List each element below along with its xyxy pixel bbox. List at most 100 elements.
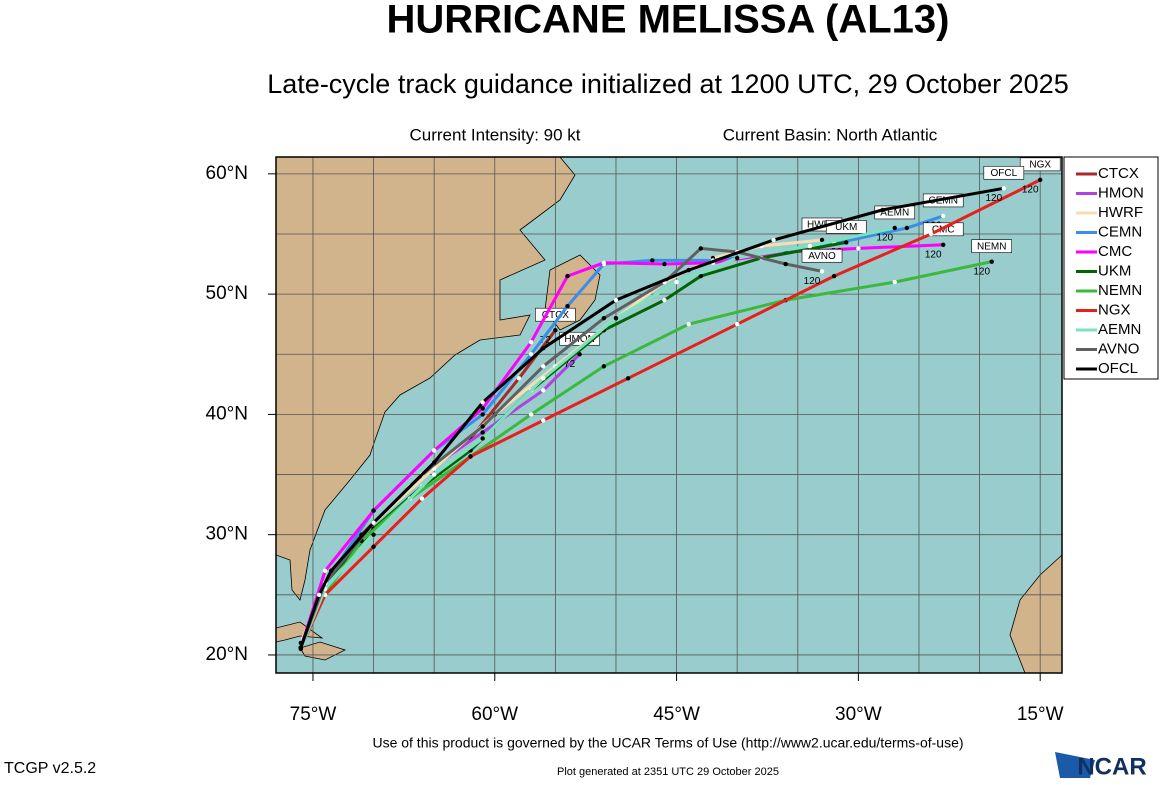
track-point xyxy=(431,448,437,453)
track-point xyxy=(468,454,473,459)
track-point xyxy=(601,315,607,321)
track-label: OFCL xyxy=(983,165,1025,180)
version: TCGP v2.5.2 xyxy=(4,760,96,777)
frame xyxy=(275,156,1063,674)
legend-label: CTCX xyxy=(1098,165,1139,182)
track-point xyxy=(541,364,546,369)
track-point xyxy=(316,592,322,598)
track-label-text: UKM xyxy=(835,222,857,233)
track-point xyxy=(480,436,485,441)
x-tick-label: 30°W xyxy=(835,704,882,725)
cuba xyxy=(276,621,324,643)
track-point xyxy=(819,269,825,274)
hour-label: 72 xyxy=(540,335,552,346)
track-point xyxy=(734,321,740,327)
track-point xyxy=(698,273,704,279)
hour-label: 120 xyxy=(973,266,990,277)
track-point xyxy=(650,258,655,263)
track-point xyxy=(431,472,437,477)
hour-label: 120 xyxy=(804,276,821,287)
track-label-box xyxy=(971,239,1013,253)
legend-label: CMC xyxy=(1098,243,1132,260)
track-point xyxy=(1037,177,1043,183)
x-tick-label: 15°W xyxy=(1017,704,1064,725)
track-point xyxy=(928,231,934,237)
track-point xyxy=(989,259,994,264)
legend-label: AVNO xyxy=(1098,340,1139,357)
track-point xyxy=(480,424,485,429)
track-label: NGX xyxy=(1019,157,1061,172)
north-america xyxy=(276,157,576,601)
track-point xyxy=(856,246,861,251)
terms: Use of this product is governed by the U… xyxy=(372,735,963,751)
track-point xyxy=(565,273,570,279)
generated: Plot generated at 2351 UTC 29 October 20… xyxy=(557,766,779,778)
track-point xyxy=(371,508,376,513)
hour-label: 120 xyxy=(876,233,893,244)
title: HURRICANE MELISSA (AL13) xyxy=(387,0,950,42)
track-point xyxy=(541,346,546,351)
track-label-box xyxy=(983,165,1025,180)
legend-label: CEMN xyxy=(1098,223,1142,240)
track-point xyxy=(601,364,607,369)
track-point xyxy=(601,260,607,266)
track-label-text: AVNO xyxy=(808,251,836,262)
track-point xyxy=(577,352,582,357)
track-point xyxy=(807,243,813,249)
track-label-text: CTCX xyxy=(542,310,570,321)
y-tick-label: 50°N xyxy=(206,283,248,304)
legend-label: HWRF xyxy=(1098,204,1143,221)
x-tick-label: 45°W xyxy=(653,704,700,725)
ncar-logo: NCAR xyxy=(1055,752,1147,780)
track-point xyxy=(686,321,691,327)
track-point xyxy=(516,376,522,381)
y-tick-label: 20°N xyxy=(206,644,248,665)
hour-label: 120 xyxy=(925,249,942,260)
track-point xyxy=(771,237,776,243)
track-point xyxy=(662,297,667,303)
track-point xyxy=(613,315,619,321)
track-point xyxy=(698,246,704,251)
track-label-text: CEMN xyxy=(928,196,957,207)
basin: Current Basin: North Atlantic xyxy=(723,125,938,144)
legend-label: OFCL xyxy=(1098,360,1138,377)
track-label: CTCX xyxy=(535,307,576,322)
track-point xyxy=(328,568,334,573)
track-point xyxy=(880,207,885,213)
track-point xyxy=(541,418,546,423)
track-point xyxy=(480,430,485,435)
x-tick-label: 60°W xyxy=(471,704,518,725)
logo-mark xyxy=(1055,752,1095,778)
track-point xyxy=(480,406,485,411)
track-point xyxy=(419,496,425,501)
track-point xyxy=(298,645,304,650)
track-label-box xyxy=(801,248,843,263)
track-point xyxy=(831,273,837,279)
track-point xyxy=(904,225,910,231)
track-point xyxy=(783,261,788,267)
track-point xyxy=(613,297,619,303)
track-point xyxy=(480,400,485,405)
track-label-text: AEMN xyxy=(880,208,909,219)
track-point xyxy=(892,279,897,285)
intensity: Current Intensity: 90 kt xyxy=(409,125,580,144)
track-point xyxy=(819,237,825,243)
track-label-box xyxy=(1019,157,1061,172)
track-point xyxy=(625,376,631,381)
track-point xyxy=(734,255,740,261)
track-label-text: NGX xyxy=(1029,159,1051,170)
track-point xyxy=(541,376,546,381)
track-label: NEMN xyxy=(971,239,1013,253)
track-label-text: NEMN xyxy=(977,241,1006,252)
legend-label: UKM xyxy=(1098,262,1131,279)
track-label-text: OFCL xyxy=(990,168,1017,179)
track-point xyxy=(1001,186,1007,191)
track-point xyxy=(565,303,570,309)
track-label-text: HMON xyxy=(564,334,595,345)
hour-label: 120 xyxy=(1022,184,1039,195)
track-point xyxy=(662,261,667,267)
track-point xyxy=(480,412,485,417)
track-point xyxy=(322,568,328,573)
track-point xyxy=(844,240,849,245)
